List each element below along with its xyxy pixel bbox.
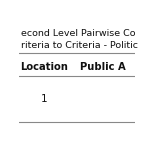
Text: riteria to Criteria - Politic: riteria to Criteria - Politic <box>21 41 138 50</box>
Text: econd Level Pairwise Co: econd Level Pairwise Co <box>21 28 136 38</box>
Text: Public A: Public A <box>80 61 125 72</box>
Text: Location: Location <box>20 61 68 72</box>
Text: 1: 1 <box>41 94 48 104</box>
